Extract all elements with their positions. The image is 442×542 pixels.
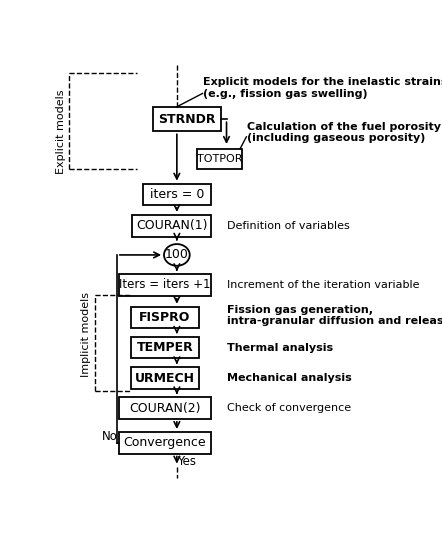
Text: Calculation of the fuel porosity
(including gaseous porosity): Calculation of the fuel porosity (includ… bbox=[247, 122, 441, 144]
Text: 100: 100 bbox=[165, 248, 189, 261]
FancyBboxPatch shape bbox=[118, 274, 211, 296]
Text: FISPRO: FISPRO bbox=[139, 311, 191, 324]
Text: Explicit models for the inelastic strains
(e.g., fission gas swelling): Explicit models for the inelastic strain… bbox=[202, 77, 442, 99]
FancyBboxPatch shape bbox=[131, 367, 199, 389]
Text: TOTPOR: TOTPOR bbox=[197, 154, 242, 164]
Text: Fission gas generation,
intra-granular diffusion and release: Fission gas generation, intra-granular d… bbox=[227, 305, 442, 326]
Text: TEMPER: TEMPER bbox=[137, 341, 193, 354]
FancyBboxPatch shape bbox=[143, 184, 211, 205]
FancyBboxPatch shape bbox=[153, 107, 221, 131]
Text: Implicit models: Implicit models bbox=[81, 292, 91, 377]
Text: Check of convergence: Check of convergence bbox=[227, 403, 351, 413]
FancyBboxPatch shape bbox=[198, 149, 242, 169]
FancyBboxPatch shape bbox=[118, 432, 211, 454]
Text: URMECH: URMECH bbox=[135, 372, 195, 384]
Text: STRNDR: STRNDR bbox=[158, 113, 216, 126]
Text: Convergence: Convergence bbox=[124, 436, 206, 449]
Text: COURAN(1): COURAN(1) bbox=[136, 219, 207, 232]
Text: No: No bbox=[102, 430, 118, 443]
Ellipse shape bbox=[164, 244, 190, 266]
Text: Thermal analysis: Thermal analysis bbox=[227, 343, 333, 353]
FancyBboxPatch shape bbox=[131, 307, 199, 328]
Text: Iters = iters +1: Iters = iters +1 bbox=[119, 279, 211, 292]
Text: Yes: Yes bbox=[177, 455, 196, 468]
Text: Increment of the iteration variable: Increment of the iteration variable bbox=[227, 280, 419, 290]
FancyBboxPatch shape bbox=[132, 215, 211, 236]
Text: Explicit models: Explicit models bbox=[57, 89, 66, 174]
Text: Definition of variables: Definition of variables bbox=[227, 221, 349, 231]
FancyBboxPatch shape bbox=[118, 397, 211, 419]
Text: iters = 0: iters = 0 bbox=[150, 188, 204, 201]
Text: Mechanical analysis: Mechanical analysis bbox=[227, 373, 351, 383]
FancyBboxPatch shape bbox=[131, 337, 199, 358]
Text: COURAN(2): COURAN(2) bbox=[129, 402, 201, 415]
